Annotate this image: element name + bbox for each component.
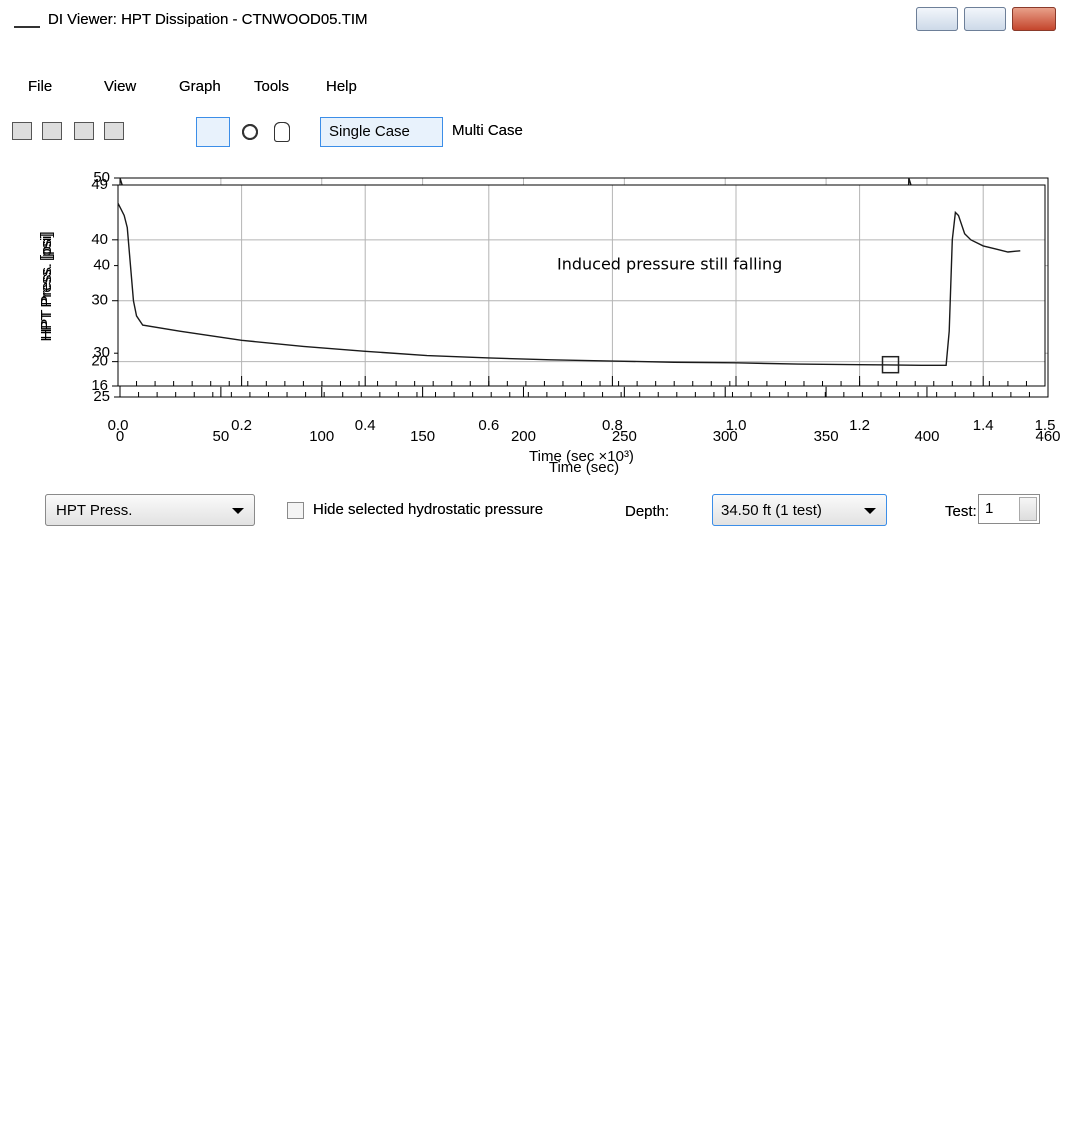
plot-area [118, 185, 1045, 386]
y-tick-label: 16 [91, 377, 108, 394]
x-tick-label: 1.5 [1035, 417, 1056, 434]
checkbox-label: Hide selected hydrostatic pressure [313, 501, 543, 519]
y-tick-label: 30 [91, 292, 108, 309]
x-tick-label: 1.4 [973, 417, 994, 434]
dropdown-text: HPT Press. [56, 502, 132, 520]
y-tick-label: 20 [91, 353, 108, 370]
x-tick-label: 1.2 [849, 417, 870, 434]
test-value: 1 [985, 500, 993, 518]
x-tick-label: 1.0 [726, 417, 747, 434]
test-input[interactable]: 1 [978, 494, 1040, 524]
dropdown-arrow [232, 508, 244, 520]
x-tick-label: 0.6 [478, 417, 499, 434]
depth-dropdown[interactable]: 34.50 ft (1 test) [712, 494, 887, 526]
x-axis-label: Time (sec ×10³) [529, 448, 634, 465]
dropdown-text: 34.50 ft (1 test) [721, 502, 822, 520]
x-tick-label: 0.0 [108, 417, 129, 434]
x-tick-label: 0.8 [602, 417, 623, 434]
x-tick-label: 0.2 [231, 417, 252, 434]
y-axis-label: HPT Press. [psi] [38, 231, 55, 339]
depth-label: Depth: [625, 503, 669, 521]
y-tick-label: 40 [91, 231, 108, 248]
annotation: Induced pressure still falling [557, 255, 782, 274]
screen: DI Viewer: HPT Dissipation - CTNWOOD05.T… [0, 0, 1070, 1142]
spinner[interactable] [1019, 497, 1037, 521]
test-label: Test: [945, 503, 977, 521]
x-tick-label: 0.4 [355, 417, 376, 434]
chart: 16 20 30 40 49 0.0 0.2 0.4 0.6 0.8 1.0 1.2 1.4 1.5 Ind… [0, 0, 1062, 480]
dropdown-arrow [864, 508, 876, 520]
checkbox[interactable] [287, 502, 304, 519]
series-dropdown[interactable]: HPT Press. [45, 494, 255, 526]
y-tick-label: 49 [91, 176, 108, 193]
